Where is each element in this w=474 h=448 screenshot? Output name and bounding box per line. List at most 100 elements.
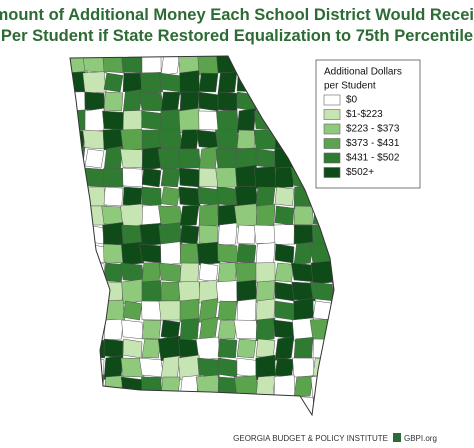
county [70,184,86,209]
county [179,224,200,245]
county [84,319,105,340]
county [331,414,334,415]
county [312,205,333,226]
county [253,69,278,96]
county [330,243,334,264]
county [216,414,239,415]
county [215,393,240,415]
county [217,319,238,340]
county [70,336,86,361]
county [141,129,162,150]
county [160,355,181,380]
county [291,71,316,94]
legend-swatch [323,94,341,106]
county [122,394,143,415]
county [160,167,181,188]
county [141,110,162,131]
county [198,412,219,415]
county [217,300,238,321]
county [120,262,145,283]
county [121,319,144,340]
county [140,395,163,415]
county [234,414,259,415]
county [310,186,334,207]
county [274,281,295,302]
county [158,205,183,226]
county [236,298,257,323]
county [330,185,334,208]
county [83,243,106,264]
county [103,338,124,359]
county [293,337,314,360]
county [274,262,295,283]
county [82,56,107,74]
county [253,395,278,415]
county [160,241,181,266]
county [160,91,181,112]
county [160,56,181,76]
county [198,262,219,283]
county [293,91,314,112]
county [274,395,295,415]
county [309,318,334,341]
county [291,413,316,415]
county [103,243,124,264]
county [122,300,143,321]
county [255,242,276,265]
county [84,374,105,399]
county [235,56,258,75]
county [70,221,86,248]
county [141,414,162,415]
county [159,72,182,93]
county [70,71,86,94]
county [198,224,219,245]
legend-label: $1-$223 [346,109,383,120]
county [158,300,183,321]
county [178,148,201,169]
county [274,357,295,378]
county [330,395,334,415]
legend-swatch [323,138,341,149]
county [179,262,200,283]
legend-label: $0 [346,95,358,106]
county [254,166,277,189]
county [70,243,87,264]
legend-title: per Student [324,81,376,92]
county [70,395,86,415]
legend-label: $431 - $502 [346,153,400,164]
county [160,376,181,397]
county [141,300,162,321]
county [84,299,105,322]
county [158,262,183,283]
county [103,414,124,415]
title-line: Per Student if State Restored Equalizati… [1,27,473,45]
county [274,186,295,207]
county [255,186,276,207]
legend-swatch [323,167,341,178]
county [234,203,259,228]
county [103,186,124,207]
county [274,147,295,170]
county [122,414,143,415]
county [141,338,162,359]
county [70,109,86,132]
county [122,110,143,131]
county [328,319,334,340]
county [236,393,257,415]
county [235,262,258,283]
county [179,395,200,415]
legend-swatch [323,152,341,164]
county [274,72,295,93]
county [274,412,295,415]
county [103,91,124,112]
county [255,317,276,342]
county [293,148,314,169]
county [82,280,107,303]
county [274,243,295,264]
county [82,129,107,150]
county [160,319,181,340]
county [120,376,145,397]
county [179,70,200,95]
county [122,72,143,93]
